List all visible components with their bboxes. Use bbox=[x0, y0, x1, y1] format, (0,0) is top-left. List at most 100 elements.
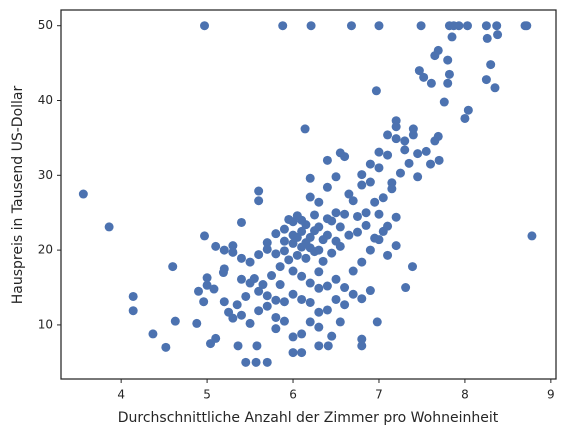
point bbox=[251, 357, 261, 367]
point bbox=[460, 113, 470, 123]
point bbox=[365, 286, 375, 296]
point bbox=[430, 51, 440, 61]
point bbox=[357, 257, 367, 267]
point bbox=[391, 212, 401, 222]
point bbox=[314, 267, 324, 277]
point bbox=[346, 21, 356, 31]
point bbox=[305, 278, 315, 288]
point bbox=[209, 284, 219, 294]
point bbox=[340, 300, 350, 310]
x-tick-label: 5 bbox=[203, 388, 211, 402]
point bbox=[297, 294, 307, 304]
point bbox=[416, 21, 426, 31]
point bbox=[391, 116, 401, 126]
point bbox=[413, 172, 423, 182]
point bbox=[383, 250, 393, 260]
point bbox=[400, 145, 410, 155]
point bbox=[327, 216, 337, 226]
point bbox=[211, 241, 221, 251]
point bbox=[262, 357, 272, 367]
point bbox=[275, 280, 285, 290]
point bbox=[344, 230, 354, 240]
point bbox=[297, 329, 307, 339]
point bbox=[284, 214, 294, 224]
plot-frame bbox=[60, 9, 557, 380]
point bbox=[202, 280, 212, 290]
point bbox=[254, 196, 264, 206]
point bbox=[271, 249, 281, 259]
point bbox=[374, 209, 384, 219]
point bbox=[322, 305, 332, 315]
point bbox=[335, 148, 345, 158]
point bbox=[365, 245, 375, 255]
point bbox=[374, 147, 384, 157]
point bbox=[288, 332, 298, 342]
point bbox=[288, 266, 298, 276]
point bbox=[322, 182, 332, 192]
point bbox=[340, 283, 350, 293]
point bbox=[413, 149, 423, 159]
point bbox=[331, 274, 341, 284]
point bbox=[454, 21, 464, 31]
point bbox=[370, 233, 380, 243]
point bbox=[258, 280, 268, 290]
x-tick-label: 7 bbox=[375, 388, 383, 402]
point bbox=[192, 318, 202, 328]
point bbox=[462, 21, 472, 31]
point bbox=[104, 222, 114, 232]
point bbox=[527, 231, 537, 241]
point bbox=[400, 136, 410, 146]
point bbox=[322, 281, 332, 291]
point bbox=[252, 341, 262, 351]
point bbox=[236, 217, 246, 227]
point bbox=[200, 231, 210, 241]
point bbox=[314, 283, 324, 293]
point bbox=[271, 295, 281, 305]
point bbox=[482, 33, 492, 43]
point bbox=[318, 256, 328, 266]
point bbox=[228, 247, 238, 257]
point bbox=[262, 301, 272, 311]
point bbox=[408, 130, 418, 140]
point bbox=[404, 158, 414, 168]
point bbox=[241, 291, 251, 301]
point bbox=[357, 170, 367, 180]
point bbox=[430, 136, 440, 146]
point bbox=[305, 192, 315, 202]
point bbox=[331, 208, 341, 218]
point bbox=[395, 168, 405, 178]
point bbox=[271, 312, 281, 322]
point bbox=[357, 294, 367, 304]
point bbox=[378, 226, 388, 236]
point bbox=[211, 333, 221, 343]
point bbox=[426, 78, 436, 88]
point bbox=[426, 159, 436, 169]
x-axis-label: Durchschnittliche Anzahl der Zimmer pro … bbox=[118, 410, 499, 426]
point bbox=[279, 316, 289, 326]
point bbox=[522, 21, 532, 31]
point bbox=[493, 30, 503, 40]
point bbox=[271, 229, 281, 239]
point bbox=[492, 21, 502, 31]
point bbox=[323, 341, 333, 351]
y-tick-label: 50 bbox=[38, 18, 53, 32]
point bbox=[327, 248, 337, 258]
point bbox=[391, 134, 401, 144]
point bbox=[199, 297, 209, 307]
point bbox=[301, 220, 311, 230]
point bbox=[490, 83, 500, 93]
point bbox=[314, 245, 324, 255]
point bbox=[219, 297, 229, 307]
point bbox=[161, 342, 171, 352]
point bbox=[233, 341, 243, 351]
point bbox=[348, 266, 358, 276]
point bbox=[481, 21, 491, 31]
point bbox=[391, 241, 401, 251]
x-tick-label: 9 bbox=[547, 388, 555, 402]
point bbox=[301, 238, 311, 248]
point bbox=[262, 244, 272, 254]
point bbox=[262, 238, 272, 248]
point bbox=[335, 222, 345, 232]
point bbox=[271, 324, 281, 334]
